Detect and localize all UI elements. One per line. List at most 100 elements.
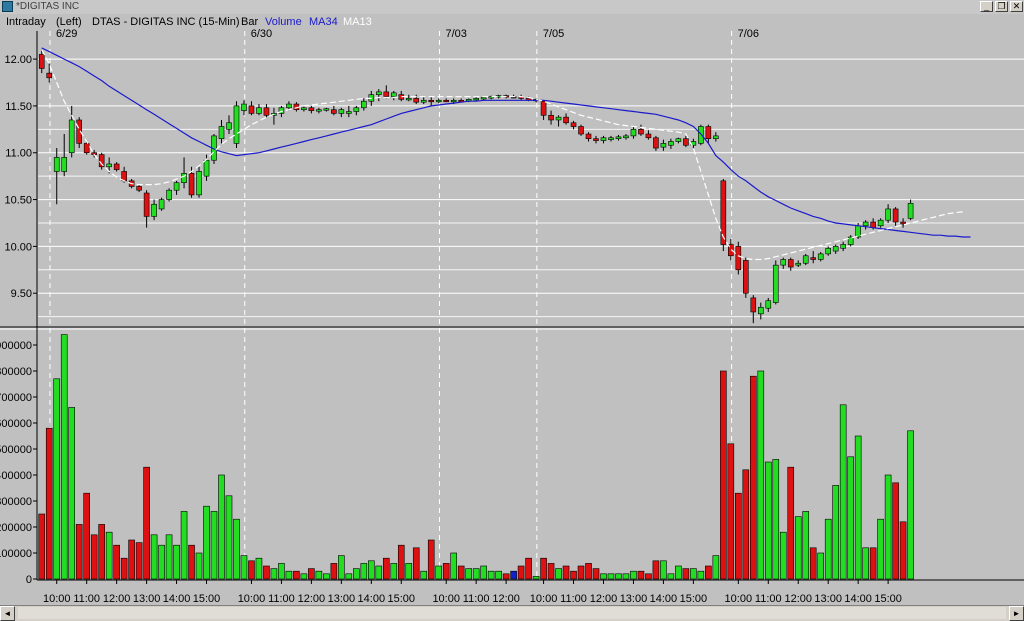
volume-bar — [90, 534, 98, 580]
volume-bar — [255, 557, 263, 580]
close-button[interactable]: ✕ — [1010, 1, 1023, 12]
header-scale: (Left) — [56, 16, 82, 28]
volume-bar — [472, 568, 480, 580]
volume-bar — [150, 534, 158, 580]
volume-bar — [323, 573, 330, 580]
candle-body — [346, 111, 352, 114]
volume-bar — [480, 565, 487, 580]
candle-body — [757, 306, 764, 315]
volume-bar — [465, 568, 472, 580]
scroll-right-button[interactable]: ► — [1009, 606, 1024, 621]
price-tick-label: 9.50 — [11, 288, 32, 300]
volume-bar — [158, 544, 165, 580]
volume-bar — [502, 573, 510, 580]
volume-bar — [622, 573, 630, 580]
candle-body — [855, 225, 861, 238]
candle-body — [196, 171, 202, 196]
candle-body — [338, 109, 345, 114]
candle-body — [241, 103, 247, 111]
candle-body — [331, 109, 337, 114]
volume-bar — [682, 568, 690, 580]
volume-bar — [397, 544, 405, 580]
volume-bar — [83, 492, 90, 580]
volume-bar — [660, 560, 667, 580]
chart-window-icon — [2, 1, 13, 12]
candle-body — [623, 135, 629, 139]
restore-button[interactable]: ❐ — [995, 1, 1008, 12]
candle-body — [683, 138, 689, 146]
candle-body — [203, 159, 210, 177]
chart-area[interactable]: Intraday (Left) DTAS - DIGITAS INC (15-M… — [0, 14, 1024, 605]
price-tick-label: 11.50 — [5, 101, 32, 113]
candle-body — [106, 163, 112, 168]
volume-bar — [675, 565, 682, 580]
volume-bar — [375, 565, 383, 580]
candle-body — [233, 105, 240, 144]
candle-body — [585, 133, 592, 139]
candle-body — [787, 259, 794, 268]
scroll-track[interactable] — [18, 607, 1006, 619]
candle-body — [488, 96, 494, 99]
candle-body — [645, 133, 652, 139]
scroll-left-button[interactable]: ◄ — [0, 606, 15, 621]
time-tick-label: 13:00 — [814, 593, 842, 605]
candle-body — [173, 182, 180, 191]
volume-bar — [315, 570, 323, 580]
volume-bar — [592, 568, 600, 580]
volume-bar — [165, 534, 173, 580]
volume-bar — [68, 407, 76, 580]
candle-body — [98, 154, 105, 168]
volume-tick-label: 0 — [26, 574, 32, 586]
volume-bar — [173, 544, 180, 580]
candle-body — [705, 126, 712, 139]
candle-body — [675, 138, 682, 142]
time-tick-label: 14:00 — [844, 593, 872, 605]
time-tick-label: 11:00 — [463, 593, 490, 605]
candle-body — [772, 264, 779, 303]
candle-body — [540, 100, 547, 116]
volume-bar — [353, 568, 360, 580]
volume-bar — [105, 531, 113, 580]
candle-body — [593, 138, 599, 141]
volume-bar — [832, 485, 839, 580]
candle-body — [113, 163, 120, 170]
candle-body — [61, 157, 68, 172]
volume-bar — [457, 565, 465, 580]
horizontal-scrollbar[interactable]: ◄ ► — [0, 605, 1024, 621]
volume-bar — [547, 563, 555, 580]
volume-bar — [405, 563, 413, 580]
candle-body — [548, 114, 554, 121]
volume-bar — [824, 518, 832, 580]
candle-body — [713, 135, 719, 139]
minimize-button[interactable]: _ — [980, 1, 993, 12]
volume-bar — [218, 474, 225, 580]
date-label: 7/03 — [445, 28, 466, 40]
volume-bar — [427, 539, 435, 580]
time-tick-label: 12:00 — [784, 593, 812, 605]
volume-bar — [293, 570, 300, 580]
time-tick-label: 15:00 — [680, 593, 708, 605]
time-tick-label: 13:00 — [133, 593, 161, 605]
candle-body — [143, 192, 150, 217]
candle-body — [428, 100, 435, 103]
volume-bar — [772, 459, 780, 580]
time-tick-label: 13:00 — [328, 593, 356, 605]
candle-body — [570, 122, 577, 127]
time-tick-label: 10:00 — [238, 593, 266, 605]
candle-body — [862, 221, 869, 227]
volume-bar — [757, 370, 765, 580]
candle-body — [825, 247, 831, 255]
candle-body — [877, 219, 884, 227]
candle-body — [278, 107, 285, 114]
candle-body — [765, 300, 772, 309]
candle-body — [383, 91, 390, 97]
candle-body — [46, 72, 53, 79]
time-tick-label: 14:00 — [650, 593, 678, 605]
volume-tick-label: 400000 — [0, 470, 32, 482]
volume-bar — [420, 570, 428, 580]
volume-bar — [203, 505, 210, 580]
candle-body — [218, 126, 225, 139]
volume-bar — [412, 547, 420, 580]
volume-bar — [667, 573, 675, 580]
